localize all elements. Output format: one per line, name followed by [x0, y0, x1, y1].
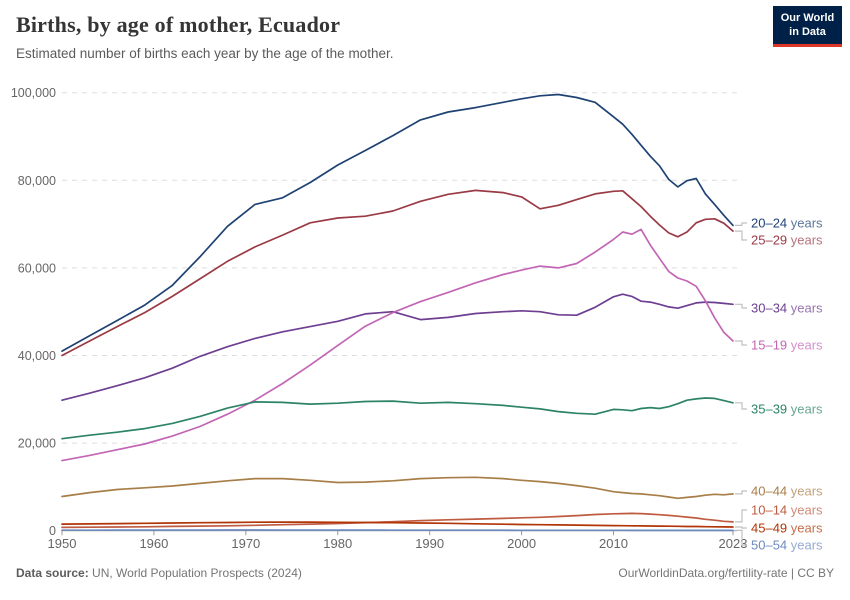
x-axis-tick-label: 2023 — [719, 536, 748, 551]
credit-link[interactable]: OurWorldinData.org/fertility-rate | CC B… — [618, 566, 834, 580]
legend-connector — [735, 402, 747, 410]
legend-label-10-14-[interactable]: 10–14 years — [751, 503, 823, 518]
series-line-35-39-[interactable] — [61, 397, 734, 440]
y-axis-tick-label: 0 — [49, 524, 56, 538]
y-axis-tick-label: 80,000 — [18, 174, 56, 188]
legend-label-25-29-[interactable]: 25–29 years — [751, 233, 823, 248]
data-source-note: Data source: UN, World Population Prospe… — [16, 566, 302, 580]
chart-footer: Data source: UN, World Population Prospe… — [16, 566, 834, 580]
legend-label-40-44-[interactable]: 40–44 years — [751, 484, 823, 499]
legend-label-20-24-[interactable]: 20–24 years — [751, 216, 823, 231]
series-line-15-19-[interactable] — [61, 228, 734, 462]
legend-connector — [735, 340, 747, 346]
legend-label-15-19-[interactable]: 15–19 years — [751, 338, 823, 353]
x-axis-tick-label: 1990 — [415, 536, 444, 551]
legend-connector — [735, 529, 747, 546]
legend-connector — [735, 230, 747, 241]
legend-connector — [735, 509, 747, 523]
series-line-20-24-[interactable] — [61, 93, 734, 352]
y-axis-tick-label: 60,000 — [18, 261, 56, 275]
legend-label-35-39-[interactable]: 35–39 years — [751, 402, 823, 417]
legend-connector — [735, 526, 747, 529]
x-axis-tick-label: 2000 — [507, 536, 536, 551]
legend-connector — [735, 222, 747, 226]
chart-header: Births, by age of mother, Ecuador Estima… — [16, 12, 756, 61]
legend-label-50-54-[interactable]: 50–54 years — [751, 538, 823, 553]
x-axis-tick-label: 1980 — [323, 536, 352, 551]
series-line-25-29-[interactable] — [61, 189, 734, 357]
x-axis-tick-label: 1970 — [231, 536, 260, 551]
owid-logo-text: Our World in Data — [780, 11, 835, 38]
series-line-45-49-[interactable] — [61, 521, 734, 528]
legend-label-30-34-[interactable]: 30–34 years — [751, 301, 823, 316]
x-axis-tick-label: 2010 — [599, 536, 628, 551]
data-source-text: UN, World Population Prospects (2024) — [88, 566, 302, 580]
series-line-30-34-[interactable] — [61, 293, 734, 402]
x-axis-tick-label: 1950 — [48, 536, 77, 551]
page-subtitle: Estimated number of births each year by … — [16, 46, 394, 61]
series-line-40-44-[interactable] — [61, 476, 734, 500]
legend-label-45-49-[interactable]: 45–49 years — [751, 521, 823, 536]
owid-logo[interactable]: Our World in Data — [773, 6, 842, 47]
page-title: Births, by age of mother, Ecuador — [16, 12, 341, 37]
legend-connector — [735, 303, 747, 309]
y-axis-tick-label: 100,000 — [11, 86, 56, 100]
y-axis-tick-label: 40,000 — [18, 349, 56, 363]
legend-connector — [735, 490, 747, 495]
series-line-10-14-[interactable] — [61, 512, 734, 529]
y-axis-tick-label: 20,000 — [18, 437, 56, 451]
data-source-label: Data source: — [16, 566, 89, 580]
x-axis-tick-label: 1960 — [139, 536, 168, 551]
